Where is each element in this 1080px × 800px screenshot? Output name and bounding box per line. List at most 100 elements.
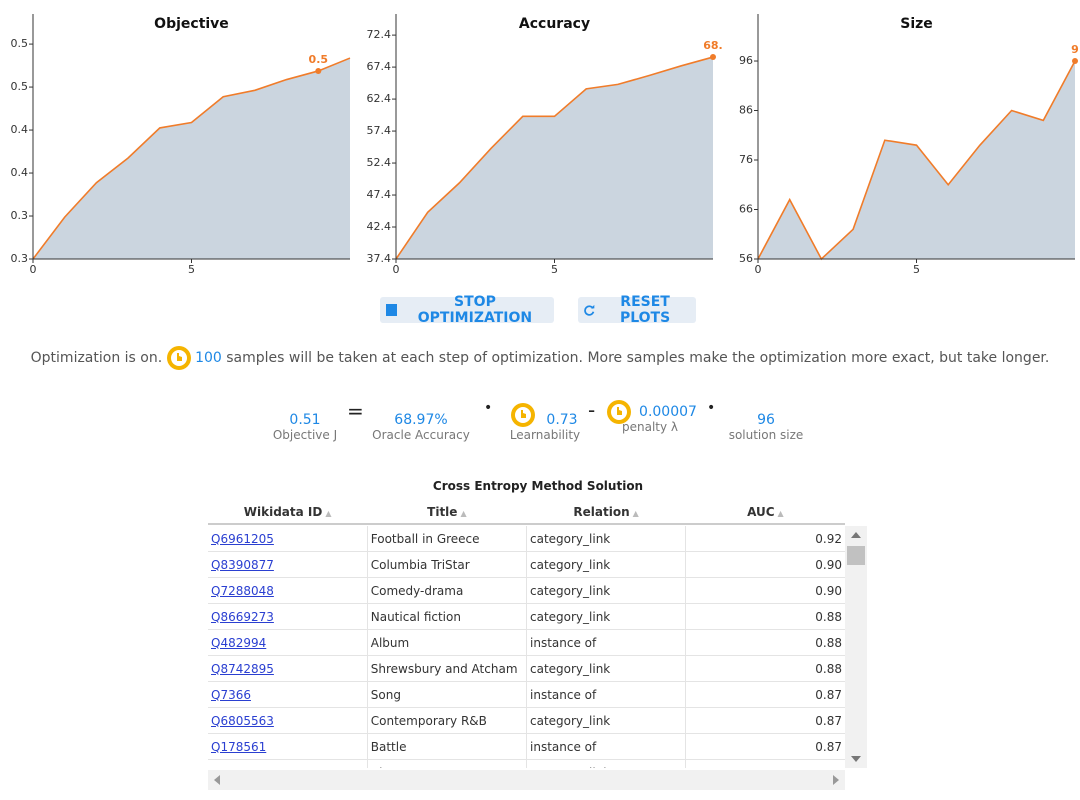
- value[interactable]: 0.00007: [639, 404, 697, 420]
- area: [33, 58, 350, 259]
- reset-button[interactable]: RESET PLOTS: [578, 294, 696, 326]
- table-body: Q6961205 Football in Greece category_link 0…: [208, 526, 845, 768]
- wikidata-link[interactable]: Q178561: [211, 739, 267, 754]
- chart-title: Objective: [154, 16, 229, 32]
- wikidata-link[interactable]: Q8669273: [211, 609, 274, 624]
- column-header[interactable]: Relation ▲︎: [527, 501, 686, 523]
- table-cell: category_link: [525, 759, 686, 768]
- table-cell: Q8390877: [208, 551, 368, 578]
- times: •: [707, 400, 716, 416]
- wikidata-link[interactable]: Q6805563: [211, 713, 274, 728]
- header-text: Title: [427, 505, 458, 519]
- table-cell: Contemporary R&B: [366, 707, 527, 734]
- value: 68.97%: [394, 412, 448, 428]
- equals: =: [347, 399, 364, 423]
- table-cell: category_link: [525, 526, 686, 552]
- table-header: Wikidata ID ▲︎ Title ▲︎ Relation ▲︎ AUC ▲︎: [208, 501, 845, 525]
- table-row: Q8390877 Columbia TriStar category_link 0.9…: [208, 551, 845, 578]
- table-cell: Q6805563: [208, 707, 368, 734]
- wikidata-link[interactable]: Q6961205: [211, 531, 274, 546]
- hand-icon[interactable]: [511, 403, 535, 427]
- y-tick-label: 47.4: [367, 188, 392, 201]
- table-cell: 0.90: [685, 551, 845, 578]
- column-header[interactable]: Wikidata ID ▲︎: [208, 501, 367, 523]
- area: [396, 57, 713, 259]
- table-cell: 0.86: [685, 759, 845, 768]
- penalty: 0.00007 penalty λ: [600, 404, 700, 434]
- sort-icon[interactable]: ▲︎: [325, 509, 332, 518]
- times: •: [484, 400, 493, 416]
- line: [32, 57, 351, 260]
- table-cell: Q7288048: [208, 577, 368, 604]
- y-tick-label: 62.4: [367, 92, 392, 105]
- y-tick-label: 37.4: [367, 252, 392, 265]
- table-cell: 0.90: [685, 577, 845, 604]
- wikidata-link[interactable]: Q8742895: [211, 661, 274, 676]
- stop-label: STOP OPTIMIZATION: [417, 294, 533, 326]
- table-cell: Shrewsbury and Atcham: [366, 655, 527, 682]
- table-row: Q7288048 Comedy-drama category_link 0.90: [208, 577, 845, 604]
- line: [395, 56, 714, 260]
- x-tick-label: 5: [913, 263, 920, 276]
- table-cell: Comedy-drama: [366, 577, 527, 604]
- y-tick-label: 76: [739, 153, 753, 166]
- table-cell: 0.92: [685, 526, 845, 552]
- table-row: Q6961205 Football in Greece category_link 0…: [208, 526, 845, 552]
- wikidata-link[interactable]: Q7288048: [211, 583, 274, 598]
- area: [758, 61, 1075, 259]
- sort-icon[interactable]: ▲︎: [460, 509, 467, 518]
- objective: 0.51 Objective J: [265, 412, 345, 442]
- horizontal-scrollbar[interactable]: [208, 770, 845, 790]
- table: Q6961205 Football in Greece category_link 0…: [208, 526, 845, 768]
- value[interactable]: 0.73: [546, 412, 578, 428]
- sort-icon[interactable]: ▲︎: [632, 509, 639, 518]
- y-tick-label: 66: [739, 203, 753, 216]
- wikidata-link[interactable]: Q482994: [211, 635, 267, 650]
- line: [757, 60, 1076, 261]
- table-cell: Q7366: [208, 681, 368, 708]
- x-tick-label: 0: [755, 263, 762, 276]
- reset-label: RESET PLOTS: [619, 294, 671, 326]
- y-tick-label: 0.5: [11, 37, 29, 50]
- status-line: Optimization is on. 100 samples will be …: [0, 346, 1080, 370]
- column-header[interactable]: AUC ▲︎: [686, 501, 845, 523]
- stop-button[interactable]: STOP OPTIMIZATION: [380, 294, 554, 326]
- table-cell: category_link: [525, 577, 686, 604]
- table-cell: category_link: [525, 603, 686, 630]
- table-row: Q6805563 Contemporary R&B category_link 0.8…: [208, 707, 845, 734]
- x-tick-label: 5: [188, 263, 195, 276]
- table-cell: Q482994: [208, 629, 368, 656]
- wikidata-link[interactable]: Q8390877: [211, 557, 274, 572]
- samples-value[interactable]: 100: [195, 350, 222, 366]
- hand-icon[interactable]: [166, 346, 191, 370]
- table-row: Q178561 Battle instance of 0.87: [208, 733, 845, 760]
- column-header[interactable]: Title ▲︎: [367, 501, 526, 523]
- wikidata-link[interactable]: Q7366: [211, 687, 251, 702]
- y-tick-label: 42.4: [367, 220, 392, 233]
- stop-icon: [386, 304, 397, 316]
- y-tick-label: 0.3: [11, 252, 29, 265]
- value: 0.51: [289, 412, 321, 428]
- hand-icon[interactable]: [607, 400, 631, 424]
- y-tick-label: 86: [739, 104, 753, 117]
- vertical-scrollbar[interactable]: [845, 526, 867, 768]
- highlight-point: [315, 67, 322, 74]
- wikidata-link[interactable]: Q7287073: [211, 766, 274, 769]
- table-cell: Q8742895: [208, 655, 368, 682]
- table-cell: Battle: [366, 733, 527, 760]
- learnability: 0.73 Learnability: [500, 412, 590, 442]
- y-tick-label: 57.4: [367, 124, 392, 137]
- reset-icon: [584, 304, 595, 316]
- table-cell: Nautical fiction: [366, 603, 527, 630]
- status-tail: samples will be taken at each step of op…: [226, 350, 1050, 366]
- table-cell: Song: [366, 681, 527, 708]
- table-cell: Columbia TriStar: [366, 551, 527, 578]
- table-cell: Q8669273: [208, 603, 368, 630]
- label: Oracle Accuracy: [372, 428, 470, 442]
- accuracy: 68.97% Oracle Accuracy: [366, 412, 476, 442]
- y-tick-label: 96: [739, 54, 753, 67]
- sort-icon[interactable]: ▲︎: [777, 509, 784, 518]
- status-lead: Optimization is on.: [30, 350, 163, 366]
